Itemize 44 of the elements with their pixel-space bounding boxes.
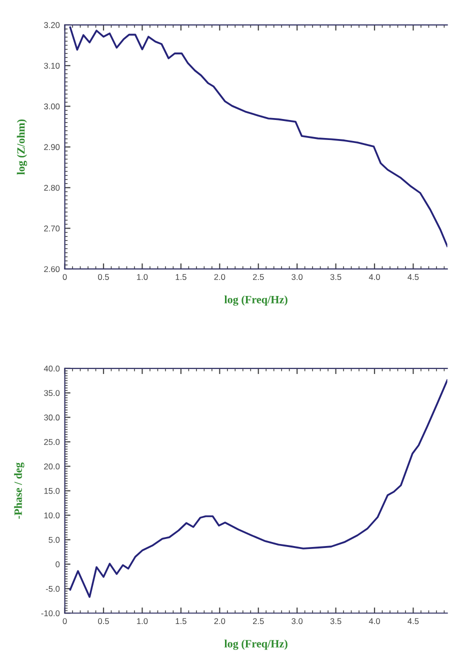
y-tick-label: 3.00 [44,103,60,110]
x-tick-label: 3.0 [292,618,303,624]
y-tick-label: 3.10 [44,62,60,69]
x-axis-title: log (Freq/Hz) [224,640,288,650]
x-tick-label: 1.5 [176,274,186,280]
y-tick-label: 3.20 [44,22,60,28]
x-tick-label: 2.0 [214,274,226,280]
y-tick-label: 10.0 [44,512,60,518]
y-tick-label: 30.0 [44,414,60,420]
x-tick-label: 2.0 [214,618,226,624]
x-tick-label: 1.0 [137,274,148,280]
x-tick-label: 3.5 [330,274,342,280]
y-tick-label: 40.0 [44,366,60,372]
x-tick-label: 3.0 [292,274,303,280]
y-tick-label: 0 [56,561,60,568]
y-tick-label: 2.80 [44,184,60,191]
y-tick-label: -5.0 [46,586,60,592]
x-tick-label: 3.5 [330,618,342,624]
x-tick-label: 0 [62,274,67,280]
y-tick-label: 5.0 [48,536,60,543]
y-axis-title: log (Z/ohm) [16,120,28,175]
x-tick-label: 4.5 [408,274,419,280]
x-tick-label: 0 [62,618,67,624]
x-axis-title: log (Freq/Hz) [224,296,288,306]
line-series [69,379,448,598]
y-tick-label: -10.0 [41,610,60,616]
y-tick-label: 2.70 [44,226,60,232]
x-tick-label: 2.5 [253,274,264,280]
y-tick-label: 2.60 [44,266,60,272]
x-tick-label: 1.5 [176,618,186,624]
x-tick-label: 4.5 [408,618,419,624]
x-tick-label: 2.5 [253,618,264,624]
x-tick-label: 0.5 [98,618,109,624]
x-tick-label: 0.5 [98,274,109,280]
y-tick-label: 20.0 [44,464,60,470]
y-tick-label: 15.0 [44,488,60,494]
line-series [69,26,448,248]
y-tick-label: 25.0 [44,439,60,445]
y-tick-label: 2.90 [44,144,60,150]
x-tick-label: 4.0 [368,274,380,280]
y-axis-title: -Phase / deg [14,462,24,519]
y-tick-label: 35.0 [44,390,60,396]
x-tick-label: 4.0 [368,618,380,624]
x-tick-label: 1.0 [137,618,148,624]
